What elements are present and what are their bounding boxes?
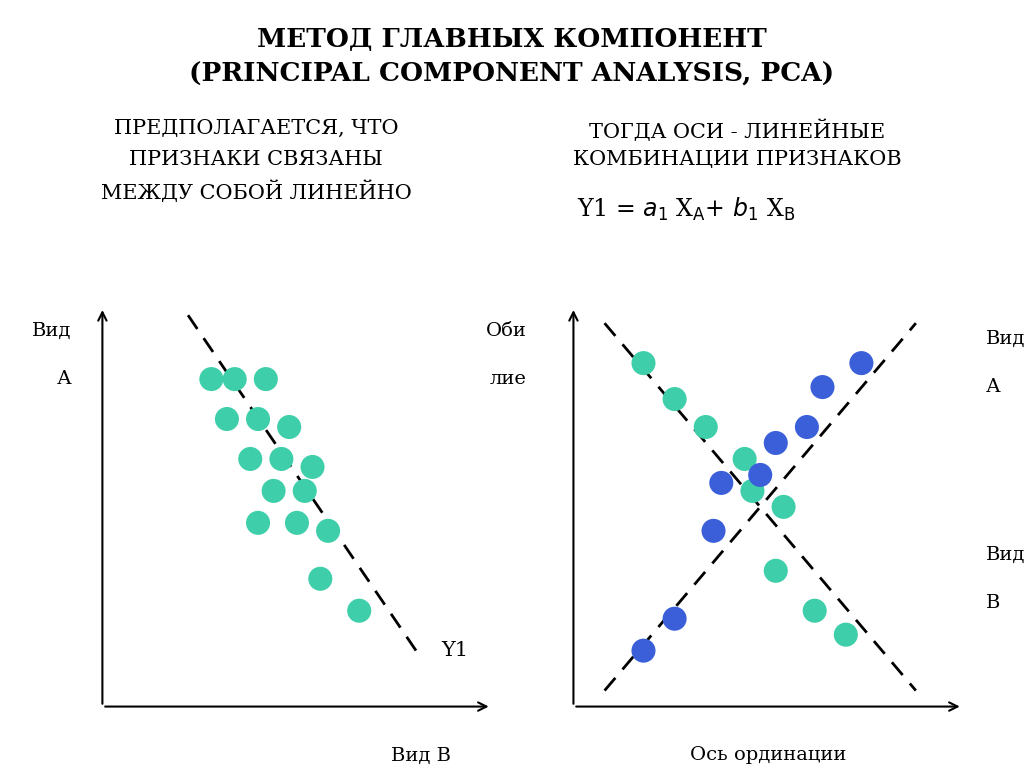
Point [799, 421, 815, 433]
Point [635, 644, 651, 657]
Text: ПРЕДПОЛАГАЕТСЯ, ЧТО: ПРЕДПОЛАГАЕТСЯ, ЧТО [114, 119, 398, 138]
Point [838, 628, 854, 641]
Point [736, 453, 753, 465]
Point [312, 573, 329, 585]
Text: В: В [986, 594, 1000, 612]
Text: Y1 = $a_1$ X$_\mathrm{A}$+ $b_1$ X$_\mathrm{B}$: Y1 = $a_1$ X$_\mathrm{A}$+ $b_1$ X$_\mat… [577, 196, 796, 223]
Point [635, 357, 651, 369]
Point [242, 453, 258, 465]
Point [752, 468, 768, 481]
Text: А: А [56, 370, 72, 388]
Text: ПРИЗНАКИ СВЯЗАНЫ: ПРИЗНАКИ СВЯЗАНЫ [129, 150, 383, 169]
Point [667, 613, 683, 625]
Point [265, 485, 282, 497]
Point [667, 393, 683, 406]
Point [706, 525, 722, 537]
Text: Вид: Вид [986, 330, 1024, 348]
Point [814, 381, 830, 393]
Point [250, 517, 266, 529]
Text: Y1: Y1 [441, 641, 468, 660]
Text: А: А [986, 378, 1000, 396]
Point [319, 525, 336, 537]
Text: лие: лие [489, 370, 526, 388]
Text: КОМБИНАЦИИ ПРИЗНАКОВ: КОМБИНАЦИИ ПРИЗНАКОВ [573, 150, 901, 169]
Point [768, 437, 784, 449]
Point [219, 413, 236, 425]
Text: Оби: Оби [485, 322, 526, 340]
Point [273, 453, 290, 465]
Point [744, 485, 761, 497]
Text: МЕЖДУ СОБОЙ ЛИНЕЙНО: МЕЖДУ СОБОЙ ЛИНЕЙНО [100, 180, 412, 203]
Point [250, 413, 266, 425]
Point [203, 373, 219, 386]
Text: Вид: Вид [32, 322, 72, 340]
Text: Вид: Вид [986, 546, 1024, 564]
Point [281, 421, 297, 433]
Text: Ось ординации: Ось ординации [690, 746, 846, 764]
Point [351, 604, 368, 617]
Text: (PRINCIPAL COMPONENT ANALYSIS, PCA): (PRINCIPAL COMPONENT ANALYSIS, PCA) [189, 61, 835, 87]
Point [289, 517, 305, 529]
Point [768, 564, 784, 577]
Point [853, 357, 869, 369]
Point [297, 485, 313, 497]
Point [775, 501, 792, 513]
Point [807, 604, 823, 617]
Text: Вид В: Вид В [391, 746, 452, 764]
Point [258, 373, 274, 386]
Point [713, 477, 729, 489]
Point [697, 421, 714, 433]
Text: МЕТОД ГЛАВНЫХ КОМПОНЕНТ: МЕТОД ГЛАВНЫХ КОМПОНЕНТ [257, 27, 767, 52]
Text: ТОГДА ОСИ - ЛИНЕЙНЫЕ: ТОГДА ОСИ - ЛИНЕЙНЫЕ [589, 119, 886, 141]
Point [226, 373, 243, 386]
Point [304, 461, 321, 473]
